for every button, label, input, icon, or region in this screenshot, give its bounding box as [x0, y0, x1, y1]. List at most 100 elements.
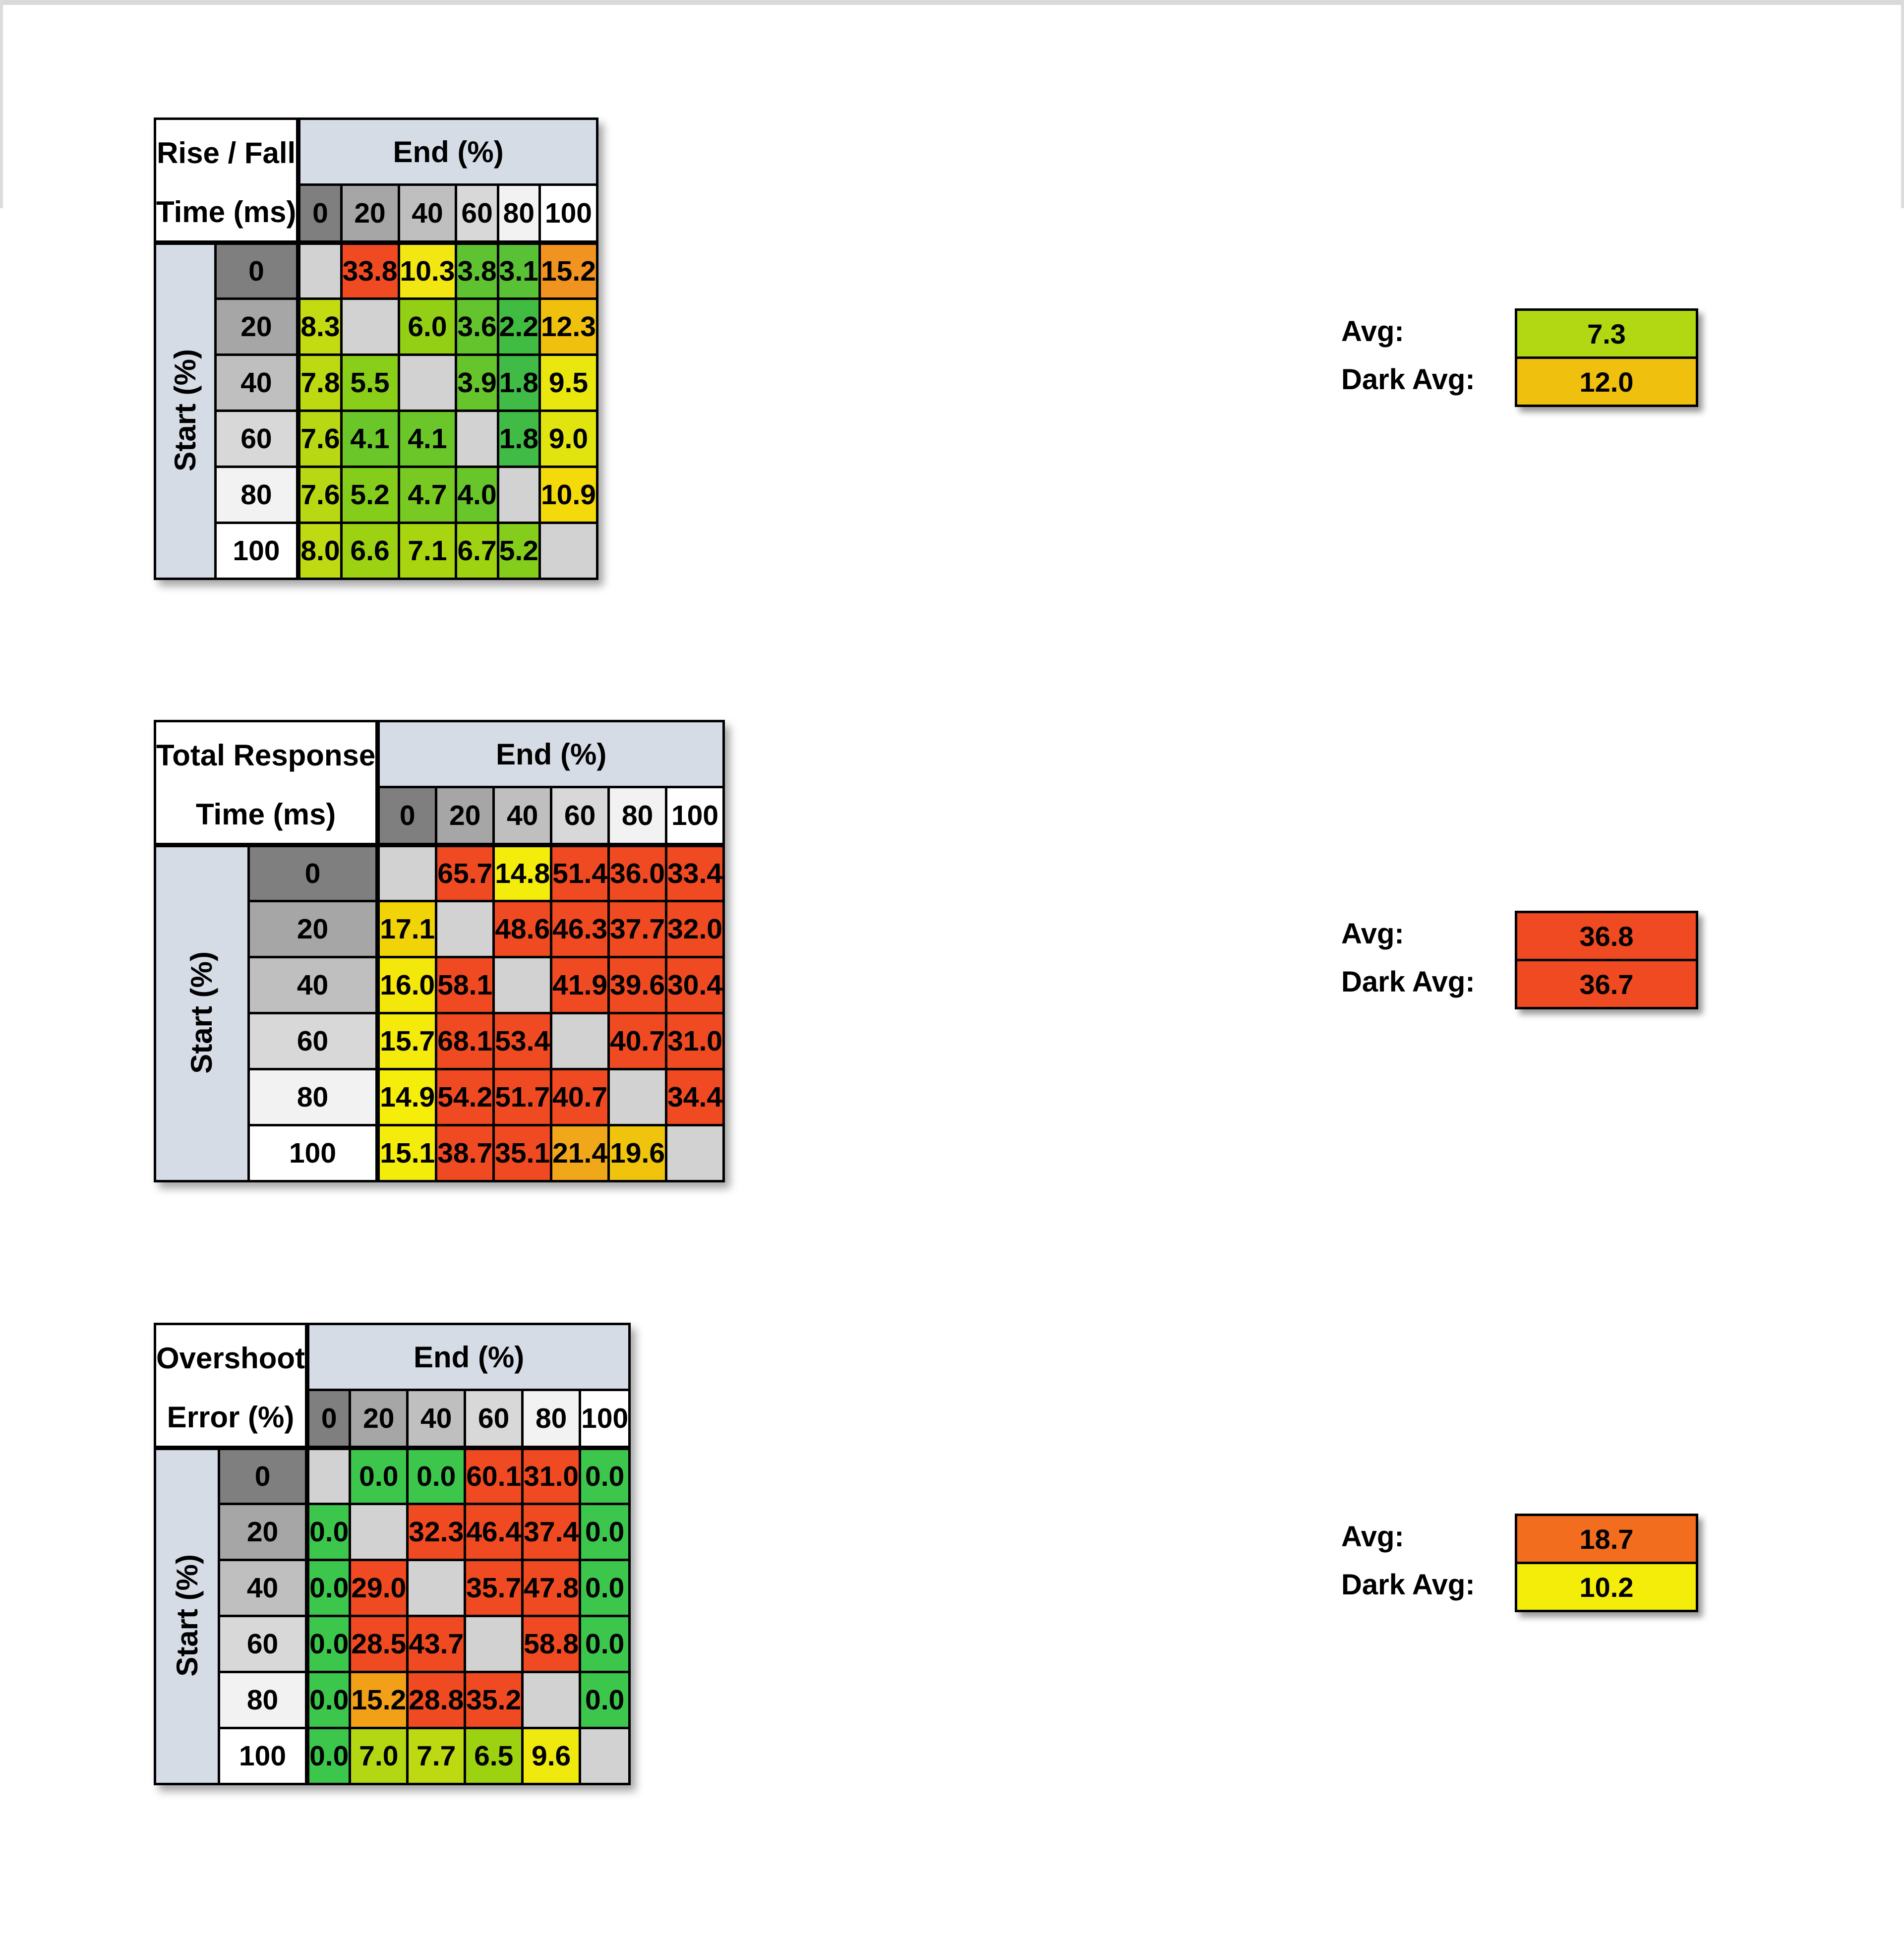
t2-cell-s80-e60: 40.7: [550, 1068, 610, 1126]
t1-col-header-0: 0: [297, 183, 343, 245]
t3-cell-s20-e60: 46.4: [464, 1503, 524, 1561]
rise-fall-time-title: Rise / Fall Time (ms): [153, 117, 301, 245]
t1-cell-s20-e0: 8.3: [297, 297, 343, 356]
t3-cell-s60-e0: 0.0: [306, 1615, 352, 1673]
t1-cell-s80-e20: 5.2: [340, 466, 400, 524]
t3-cell-s100-e40: 7.7: [406, 1727, 467, 1785]
t1-cell-s60-e100: 9.0: [538, 410, 598, 468]
t1-cell-s40-e100: 9.5: [538, 353, 598, 412]
t3-cell-s100-e60: 6.5: [464, 1727, 524, 1785]
t3-row-header-20: 20: [218, 1503, 310, 1561]
t3-cell-s80-e20: 15.2: [349, 1671, 409, 1729]
rise-fall-time-avg-value: 7.3: [1517, 311, 1696, 356]
t1-cell-s0-e100: 15.2: [538, 241, 598, 300]
t2-cell-s60-e0: 15.7: [376, 1012, 438, 1070]
t1-cell-s40-e20: 5.5: [340, 353, 400, 412]
t3-row-header-100: 100: [218, 1727, 310, 1785]
t3-cell-s100-e0: 0.0: [306, 1727, 352, 1785]
t2-row-header-80: 80: [247, 1068, 380, 1126]
t3-row-100: 100 0.0 7.0 7.7 6.5 9.6: [155, 1727, 631, 1785]
t3-row-20: 20 0.0 32.3 46.4 37.4 0.0: [155, 1503, 631, 1561]
t1-cell-s20-e20-blank: [340, 297, 400, 356]
t2-cell-s100-e80: 19.6: [607, 1124, 668, 1182]
t2-cell-s20-e100: 32.0: [665, 900, 725, 958]
t1-cell-s100-e60: 6.7: [455, 522, 499, 580]
table-block-rise-fall-time: Rise / Fall Time (ms) End (%) 0 20 40 60 80 100 S…: [153, 117, 1698, 580]
t2-cell-s40-e40-blank: [492, 956, 553, 1014]
t1-col-header-80: 80: [496, 183, 541, 245]
t3-cell-s40-e80: 47.8: [521, 1559, 582, 1617]
overshoot-error-avg-label: Avg:: [1341, 1520, 1404, 1553]
t3-cell-s20-e40: 32.3: [406, 1503, 467, 1561]
page-right-edge: [1901, 0, 1904, 208]
t1-cell-s80-e80-blank: [496, 466, 541, 524]
t3-cell-s80-e40: 28.8: [406, 1671, 467, 1729]
t1-row-40: 40 7.8 5.5 3.9 1.8 9.5: [155, 353, 598, 412]
t3-cell-s40-e40-blank: [406, 1559, 467, 1617]
t1-cell-s0-e60: 3.8: [455, 241, 499, 300]
rise-fall-time-avg-label: Avg:: [1341, 315, 1404, 348]
t2-col-header-80: 80: [607, 786, 668, 847]
total-response-time-avg-boxes: 36.8 36.7: [1515, 911, 1698, 1009]
table-block-overshoot-error: Overshoot Error (%) End (%) 0 20 40 60 80 100 Sta…: [153, 1323, 1698, 1785]
t2-cell-s60-e80: 40.7: [607, 1012, 668, 1070]
t1-cell-s60-e0: 7.6: [297, 410, 343, 468]
t3-cell-s40-e60: 35.7: [464, 1559, 524, 1617]
t2-cell-s40-e20: 58.1: [435, 956, 495, 1014]
t2-cell-s80-e100: 34.4: [665, 1068, 725, 1126]
t3-cell-s0-e80: 31.0: [521, 1447, 582, 1505]
t2-row-header-100: 100: [247, 1124, 380, 1182]
t1-cell-s80-e100: 10.9: [538, 466, 598, 524]
t2-cell-s20-e0: 17.1: [376, 900, 438, 958]
overshoot-error-avg-value: 18.7: [1517, 1516, 1696, 1562]
t1-cell-s100-e20: 6.6: [340, 522, 400, 580]
t1-col-group-label: End (%): [297, 117, 598, 186]
overshoot-error-dark-avg-value: 10.2: [1517, 1562, 1696, 1610]
t3-row-60: 60 0.0 28.5 43.7 58.8 0.0: [155, 1615, 631, 1673]
t2-cell-s20-e80: 37.7: [607, 900, 668, 958]
total-response-time-title-line-1: Total Response: [156, 739, 376, 772]
t1-cell-s20-e60: 3.6: [455, 297, 499, 356]
t3-row-header-0: 0: [218, 1447, 310, 1505]
t3-row-40: 40 0.0 29.0 35.7 47.8 0.0: [155, 1559, 631, 1617]
t2-cell-s100-e60: 21.4: [550, 1124, 610, 1182]
t3-col-group-label: End (%): [306, 1323, 631, 1391]
t3-cell-s80-e100: 0.0: [579, 1671, 631, 1729]
t1-row-0: Start (%) 0 33.8 10.3 3.8 3.1 15.2: [154, 241, 598, 580]
t2-col-header-40: 40: [492, 786, 553, 847]
t2-cell-s60-e40: 53.4: [492, 1012, 553, 1070]
t3-row-0: Start (%) 0 0.0 0.0 60.1 31.0 0.0: [153, 1447, 631, 1785]
t3-cell-s20-e0: 0.0: [306, 1503, 352, 1561]
total-response-time-title: Total Response Time (ms): [153, 720, 380, 847]
t1-col-header-40: 40: [397, 183, 458, 245]
t2-row-header-40: 40: [247, 956, 380, 1014]
t3-col-header-60: 60: [464, 1389, 524, 1450]
t1-row-group-label: Start (%): [154, 241, 217, 580]
t2-cell-s40-e100: 30.4: [665, 956, 725, 1014]
t1-cell-s40-e60: 3.9: [455, 353, 499, 412]
t2-row-100: 100 15.1 38.7 35.1 21.4 19.6: [155, 1124, 725, 1182]
t1-header-row-2: 0 20 40 60 80 100: [155, 183, 598, 245]
t3-col-header-20: 20: [349, 1389, 409, 1450]
t2-cell-s80-e80-blank: [607, 1068, 668, 1126]
t1-cell-s0-e0-blank: [297, 241, 343, 300]
t2-cell-s100-e0: 15.1: [376, 1124, 438, 1182]
t2-row-header-20: 20: [247, 900, 380, 958]
t1-cell-s20-e40: 6.0: [397, 297, 458, 356]
t3-header-row-1: Overshoot Error (%) End (%): [153, 1323, 631, 1450]
page-top-edge: [0, 0, 1904, 5]
t2-cell-s0-e60: 51.4: [550, 844, 610, 902]
t1-row-header-80: 80: [214, 466, 301, 524]
t2-cell-s100-e40: 35.1: [492, 1124, 553, 1182]
t3-cell-s100-e80: 9.6: [521, 1727, 582, 1785]
t1-cell-s100-e40: 7.1: [397, 522, 458, 580]
rise-fall-time-title-line-1: Rise / Fall: [157, 136, 296, 170]
t1-cell-s60-e40: 4.1: [397, 410, 458, 468]
t3-cell-s40-e100: 0.0: [579, 1559, 631, 1617]
t3-row-group-label: Start (%): [153, 1447, 221, 1785]
t1-row-header-0: 0: [214, 241, 301, 300]
t1-cell-s80-e60: 4.0: [455, 466, 499, 524]
t3-cell-s60-e60-blank: [464, 1615, 524, 1673]
t3-cell-s0-e20: 0.0: [349, 1447, 409, 1505]
t1-cell-s80-e0: 7.6: [297, 466, 343, 524]
